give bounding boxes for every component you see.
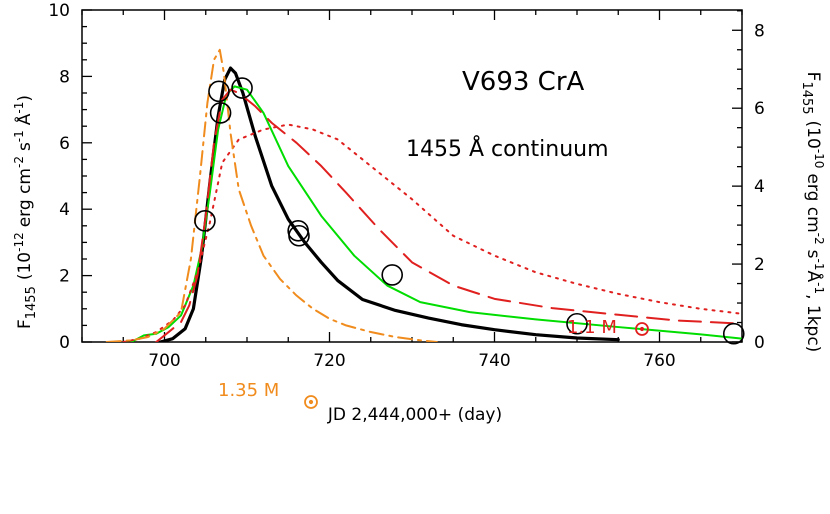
yl-s: s xyxy=(15,142,35,151)
y-axis-label-left: F1455(10-12erg cm-2s-1Å-1) xyxy=(12,95,39,329)
yr-sub: 1455 xyxy=(799,81,814,114)
annotation-mass-1-1-text: 1.1 M xyxy=(567,317,617,338)
model-curves xyxy=(105,48,742,342)
observation-point xyxy=(566,312,588,335)
y-tick-label-right: 6 xyxy=(754,99,765,119)
y-tick-label-right: 0 xyxy=(754,333,765,353)
yl-e3: -1 xyxy=(12,102,26,114)
observation-point xyxy=(208,80,230,103)
y-tick-label-left: 4 xyxy=(59,200,70,220)
y-axis-label-right: F1455(10-10erg cm-2s-1Å-1, 1kpc) xyxy=(799,72,826,353)
yl-e1: -1 xyxy=(12,130,26,142)
y-tick-label-right: 2 xyxy=(754,255,765,275)
model-curve-dashed-2 xyxy=(155,88,742,342)
y-tick-label-left: 2 xyxy=(59,267,70,287)
model-curve-solid-1 xyxy=(130,85,742,342)
yr-s: s xyxy=(803,250,823,259)
yl-e2: -2 xyxy=(12,156,26,168)
yr-tail: , 1kpc) xyxy=(803,294,823,352)
plot-frame xyxy=(81,9,743,343)
y-tick-label-left: 10 xyxy=(48,1,70,21)
x-tick-label: 700 xyxy=(148,351,180,371)
y-tick-label-left: 6 xyxy=(59,134,70,154)
yr-e3: -1 xyxy=(812,282,826,294)
yl-close: ) xyxy=(15,95,35,102)
observation-point xyxy=(209,102,232,124)
y-tick-label-left: 8 xyxy=(59,67,70,87)
annotation-mass-1-35-text: 1.35 M xyxy=(218,380,279,401)
yl-exp: -12 xyxy=(12,232,26,252)
yr-rest: (10 xyxy=(803,121,823,149)
yr-exp: -10 xyxy=(812,149,826,169)
sun-ring xyxy=(635,322,649,336)
x-axis-label: JD 2,444,000+ (day) xyxy=(327,405,502,425)
sun-symbol-icon xyxy=(304,395,318,409)
annotation-mass-1-35: 1.35 M xyxy=(218,380,279,401)
observation-point xyxy=(231,77,253,99)
annotation-mass-1-1: 1.1 M xyxy=(567,317,617,338)
observation-point xyxy=(722,322,745,345)
yr-main: F xyxy=(803,72,823,82)
y-tick-label-left: 0 xyxy=(59,333,70,353)
sun-dot xyxy=(308,399,314,405)
y-tick-label-right: 4 xyxy=(754,177,765,197)
yr-e1: -1 xyxy=(812,259,826,271)
yl-ang: Å xyxy=(13,113,35,125)
sun-symbol-icon xyxy=(635,322,649,336)
yl-units: erg cm xyxy=(15,168,35,227)
yr-e2: -2 xyxy=(812,233,826,245)
sun-dot xyxy=(639,326,645,332)
yl-rest: (10 xyxy=(15,252,35,280)
chart-subtitle: 1455 Å continuum xyxy=(406,135,609,162)
yr-units: erg cm xyxy=(803,173,823,232)
yl-sub: 1455 xyxy=(24,286,39,319)
axes: 700 720 740 760 0 2 4 6 8 10 0 2 4 6 8 xyxy=(48,1,764,371)
observation-point xyxy=(194,210,216,232)
observation-point xyxy=(288,224,310,247)
yr-ang: Å xyxy=(803,270,825,282)
sun-ring xyxy=(304,395,318,409)
observation-point xyxy=(381,264,404,286)
chart-title: V693 CrA xyxy=(462,67,585,97)
y-tick-label-right: 8 xyxy=(754,21,765,41)
model-curve-dotted-3 xyxy=(122,123,742,342)
x-tick-label: 740 xyxy=(478,351,510,371)
model-curve-dashdot-4 xyxy=(105,48,438,342)
x-tick-label: 720 xyxy=(313,351,345,371)
yl-main: F xyxy=(15,319,35,329)
observation-points xyxy=(194,77,745,345)
model-curve-solid-0 xyxy=(158,66,620,342)
x-tick-label: 760 xyxy=(643,351,675,371)
